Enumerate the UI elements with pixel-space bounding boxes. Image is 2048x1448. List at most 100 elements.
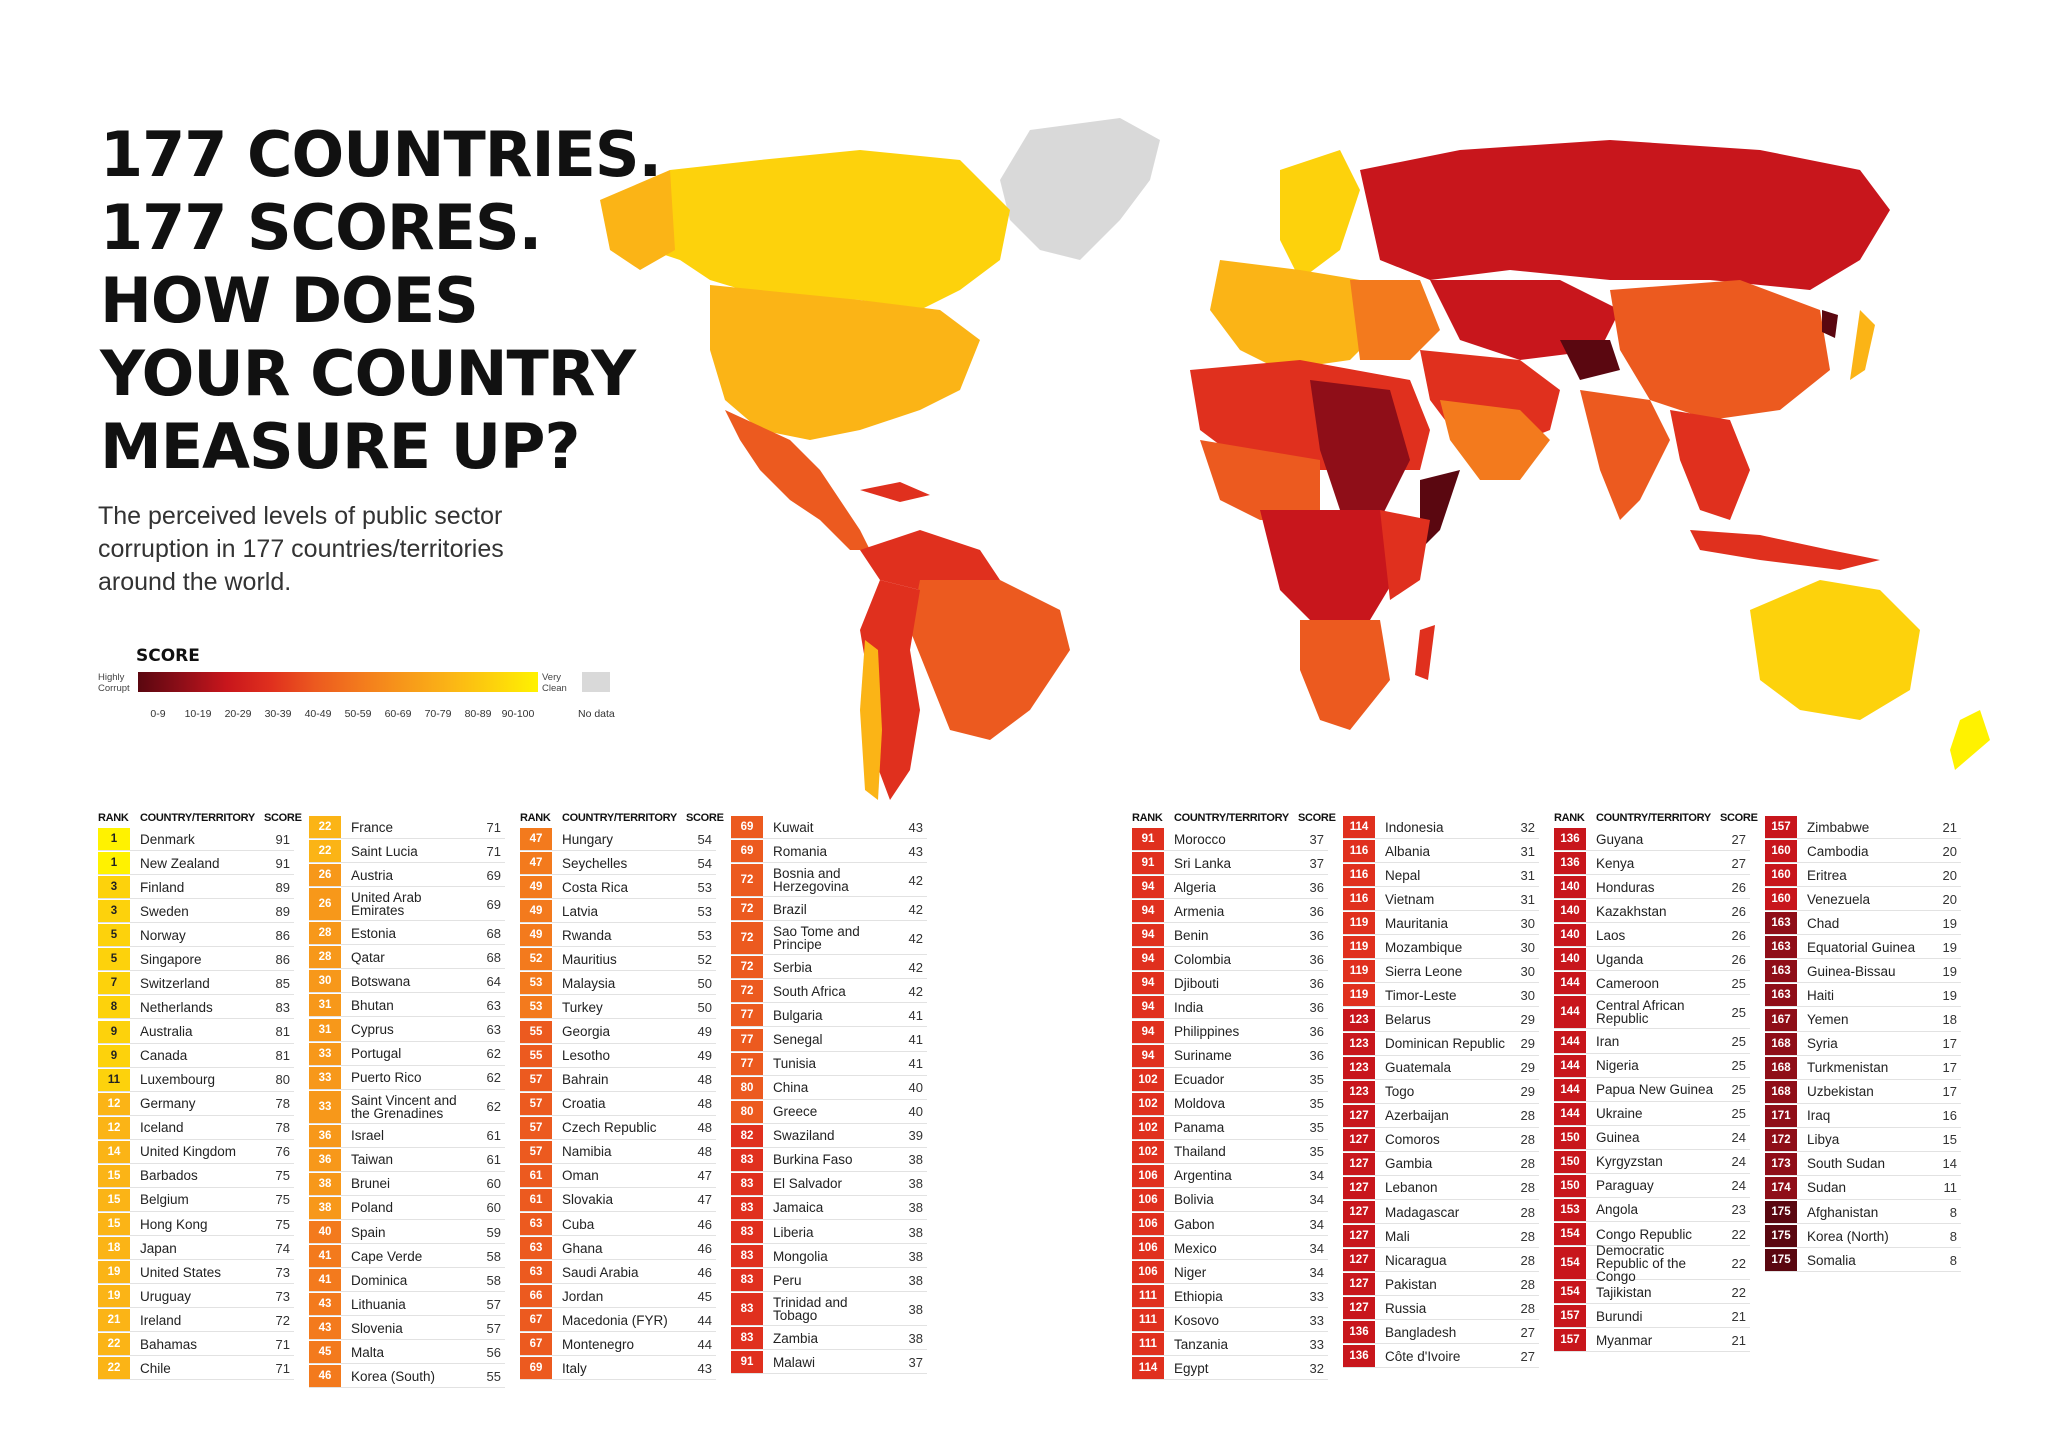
- rank-badge: 33: [309, 1090, 341, 1123]
- country-score: 74: [275, 1240, 290, 1256]
- rank-badge: 168: [1765, 1080, 1797, 1103]
- table-row: 72 Serbia 42: [731, 956, 927, 980]
- rank-badge: 38: [309, 1172, 341, 1195]
- country-score: 64: [486, 973, 501, 989]
- rank-badge: 11: [98, 1068, 130, 1091]
- country-name: Libya: [1807, 1132, 1840, 1148]
- rank-badge: 49: [520, 876, 552, 899]
- rank-badge: 123: [1343, 1008, 1375, 1031]
- arabia-region: [1440, 400, 1550, 480]
- table-row: 94 Armenia 36: [1132, 900, 1328, 924]
- rank-badge: 41: [309, 1269, 341, 1292]
- country-score: 58: [486, 1248, 501, 1264]
- country-name: Saudi Arabia: [562, 1264, 639, 1280]
- table-row: 72 Sao Tome and Principe 42: [731, 922, 927, 956]
- table-row: 5 Singapore 86: [98, 948, 294, 972]
- country-name: Cape Verde: [351, 1248, 423, 1264]
- country-name: Bhutan: [351, 997, 394, 1013]
- country-name: Iceland: [140, 1120, 184, 1136]
- country-score: 42: [908, 872, 923, 888]
- country-name: Nigeria: [1596, 1058, 1639, 1074]
- north-america-north-region: [650, 150, 1010, 310]
- table-row: 45 Malta 56: [309, 1341, 505, 1365]
- score-legend: SCORE Highly Corrupt Very Clean 0-9 10-1…: [98, 646, 638, 726]
- table-row: 94 Philippines 36: [1132, 1020, 1328, 1044]
- header-country: COUNTRY/TERRITORY: [140, 812, 255, 824]
- rank-badge: 163: [1765, 936, 1797, 959]
- country-name: Mauritius: [562, 951, 617, 967]
- table-row: 40 Spain 59: [309, 1221, 505, 1244]
- country-score: 32: [1309, 1360, 1324, 1376]
- header-country: COUNTRY/TERRITORY: [562, 812, 677, 824]
- country-score: 54: [697, 831, 712, 847]
- country-score: 38: [908, 1224, 923, 1240]
- south-america-north-region: [860, 530, 1000, 590]
- country-score: 42: [908, 901, 923, 917]
- rank-badge: 9: [98, 1020, 130, 1043]
- country-name: Swaziland: [773, 1128, 835, 1144]
- legend-gradient-bar: [138, 672, 538, 692]
- table-row: 63 Saudi Arabia 46: [520, 1261, 716, 1285]
- country-score: 25: [1731, 1082, 1746, 1098]
- rank-badge: 127: [1343, 1225, 1375, 1248]
- table-row: 91 Sri Lanka 37: [1132, 852, 1328, 876]
- country-score: 19: [1942, 987, 1957, 1003]
- country-score: 89: [275, 903, 290, 919]
- table-row: 127 Nicaragua 28: [1343, 1249, 1539, 1273]
- country-score: 29: [1520, 1012, 1535, 1027]
- table-row: 154 Congo Republic 22: [1554, 1223, 1750, 1246]
- country-score: 42: [908, 930, 923, 946]
- table-row: 36 Israel 61: [309, 1124, 505, 1148]
- table-row: 66 Jordan 45: [520, 1285, 716, 1309]
- country-name: Guatemala: [1385, 1060, 1452, 1076]
- table-row: 114 Indonesia 32: [1343, 816, 1539, 839]
- rank-badge: 43: [309, 1317, 341, 1340]
- rank-badge: 163: [1765, 960, 1797, 983]
- legend-range-label: 20-29: [224, 708, 252, 720]
- eastern-europe-region: [1350, 280, 1440, 360]
- caribbean-region: [860, 482, 930, 502]
- rank-badge: 36: [309, 1148, 341, 1171]
- country-name: Mozambique: [1385, 939, 1463, 955]
- country-name: Belarus: [1385, 1012, 1431, 1027]
- table-row: 94 India 36: [1132, 996, 1328, 1020]
- table-row: 12 Germany 78: [98, 1092, 294, 1116]
- country-name: Malaysia: [562, 975, 616, 991]
- country-name: Burundi: [1596, 1308, 1643, 1324]
- rank-badge: 94: [1132, 900, 1164, 923]
- table-row: 140 Laos 26: [1554, 924, 1750, 948]
- country-name: Kosovo: [1174, 1312, 1220, 1328]
- country-name: Gabon: [1174, 1216, 1215, 1232]
- rank-badge: 22: [309, 840, 341, 863]
- country-name: Bahrain: [562, 1072, 609, 1088]
- rank-badge: 9: [98, 1044, 130, 1067]
- country-name: Italy: [562, 1360, 587, 1376]
- table-row: 119 Sierra Leone 30: [1343, 960, 1539, 984]
- afghanistan-region: [1560, 340, 1620, 380]
- country-score: 25: [1731, 1058, 1746, 1074]
- country-score: 31: [1520, 843, 1535, 859]
- rank-badge: 36: [309, 1124, 341, 1147]
- table-row: 83 Zambia 38: [731, 1327, 927, 1351]
- rank-badge: 175: [1765, 1225, 1797, 1248]
- headline: 177 COUNTRIES. 177 SCORES. HOW DOES YOUR…: [100, 118, 662, 483]
- table-row: 168 Syria 17: [1765, 1032, 1961, 1056]
- country-name: Slovenia: [351, 1320, 403, 1336]
- rank-badge: 7: [98, 972, 130, 995]
- country-name: Turkey: [562, 999, 603, 1015]
- legend-high-label: Very Clean: [542, 672, 567, 694]
- table-row: 67 Macedonia (FYR) 44: [520, 1309, 716, 1333]
- table-row: 36 Taiwan 61: [309, 1148, 505, 1172]
- rank-badge: 116: [1343, 840, 1375, 863]
- rank-badge: 154: [1554, 1223, 1586, 1245]
- country-name: Equatorial Guinea: [1807, 939, 1916, 955]
- country-name: Bulgaria: [773, 1007, 823, 1023]
- country-name: Switzerland: [140, 975, 210, 991]
- country-score: 48: [697, 1144, 712, 1160]
- rank-badge: 94: [1132, 876, 1164, 899]
- country-score: 83: [275, 999, 290, 1015]
- country-score: 55: [486, 1368, 501, 1384]
- table-row: 144 Nigeria 25: [1554, 1054, 1750, 1078]
- country-score: 8: [1949, 1252, 1957, 1268]
- country-name: Angola: [1596, 1202, 1639, 1218]
